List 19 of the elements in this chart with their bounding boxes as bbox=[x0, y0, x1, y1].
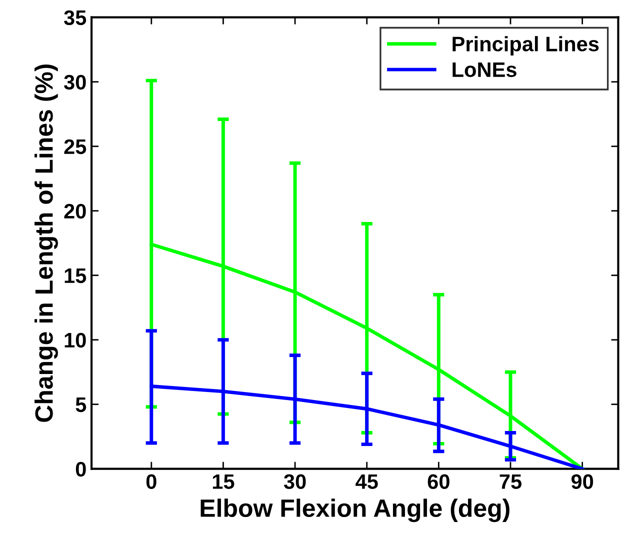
y-tick-label: 25 bbox=[64, 139, 86, 154]
x-tick-label: 0 bbox=[146, 474, 156, 489]
y-axis-title: Change in Length of Lines (%) bbox=[34, 64, 58, 422]
y-tick-label: 15 bbox=[64, 268, 86, 284]
legend-label: Principal Lines bbox=[452, 36, 599, 56]
x-axis-title: Elbow Flexion Angle (deg) bbox=[200, 498, 510, 522]
y-tick-label: 10 bbox=[64, 332, 86, 348]
x-tick-label: 45 bbox=[356, 474, 378, 489]
y-tick-label: 30 bbox=[64, 74, 86, 90]
legend-label: LoNEs bbox=[452, 62, 516, 78]
x-tick-label: 30 bbox=[284, 474, 306, 490]
x-tick-label: 60 bbox=[428, 474, 450, 489]
y-tick-label: 35 bbox=[64, 10, 86, 26]
x-tick-label: 15 bbox=[212, 474, 234, 489]
x-tick-label: 75 bbox=[500, 474, 522, 489]
y-tick-label: 5 bbox=[76, 398, 86, 412]
y-tick-label: 20 bbox=[64, 204, 86, 219]
y-tick-label: 0 bbox=[76, 462, 86, 477]
x-tick-label: 90 bbox=[571, 474, 594, 489]
